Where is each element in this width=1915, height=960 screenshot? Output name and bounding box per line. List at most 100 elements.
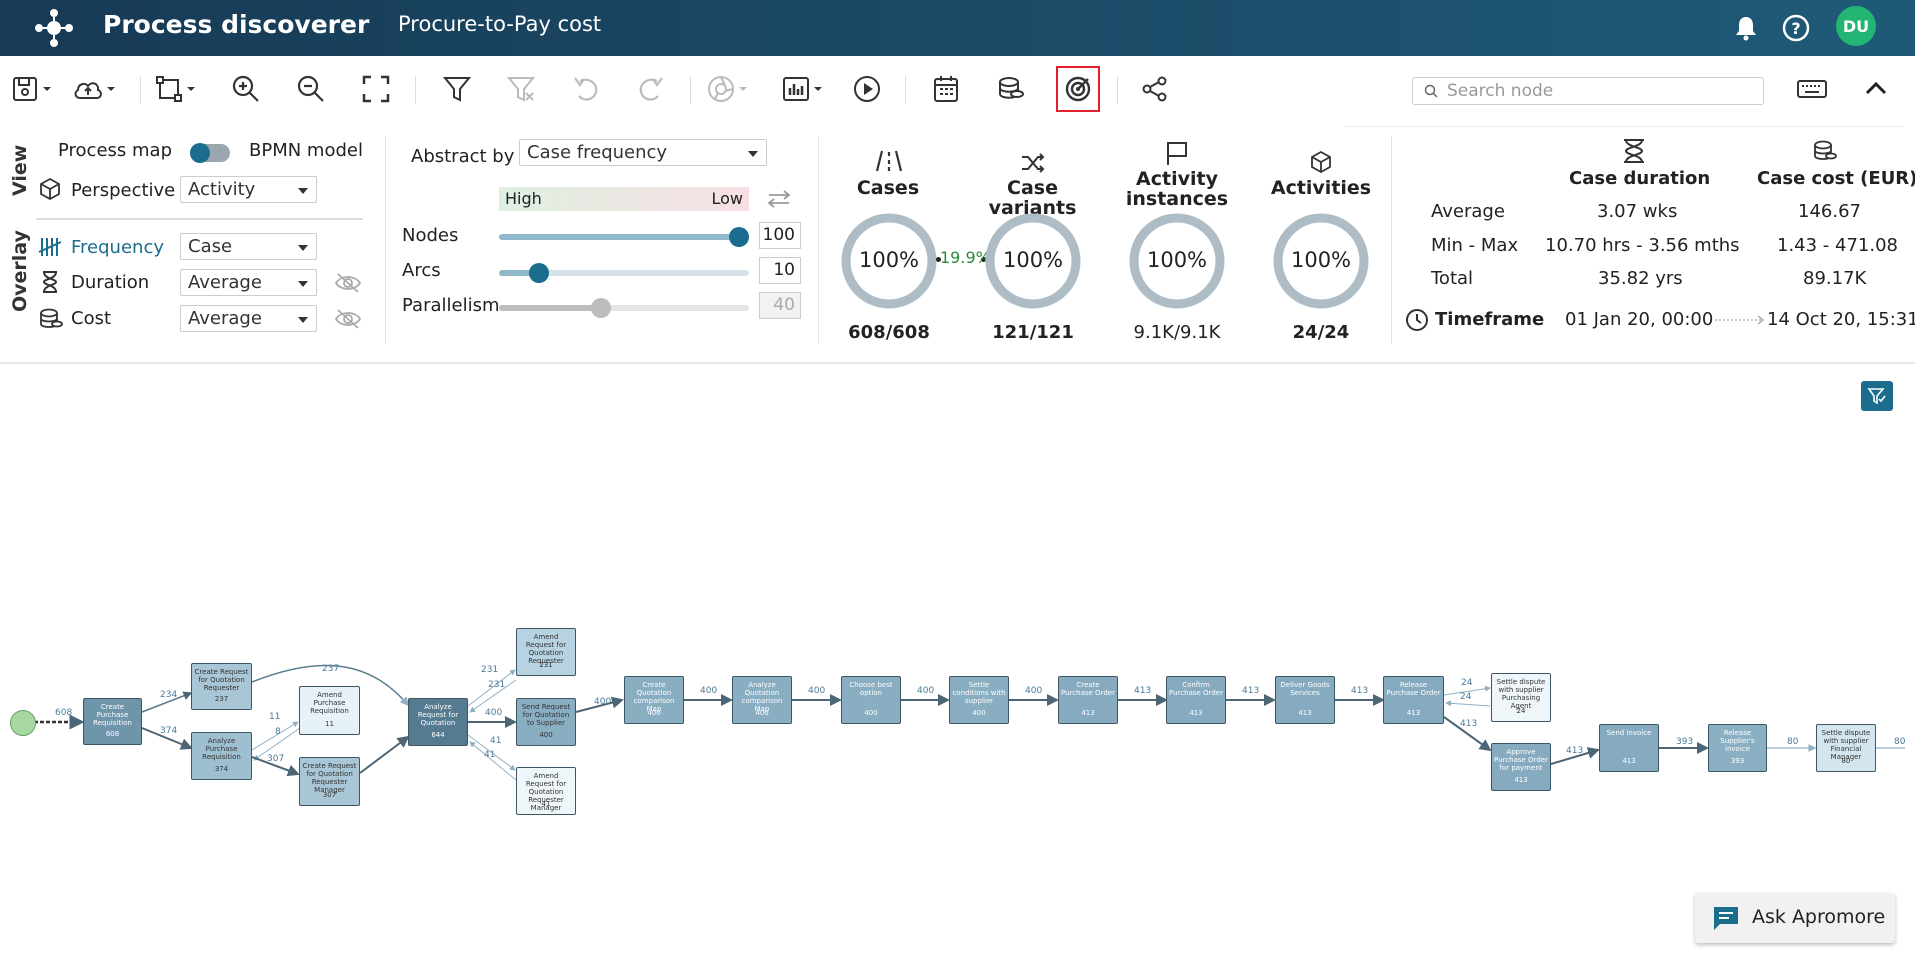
share-button[interactable] xyxy=(1141,70,1169,108)
process-node[interactable]: Amend Request for Quotation Requester Ma… xyxy=(516,767,576,815)
user-avatar[interactable]: DU xyxy=(1836,6,1876,46)
perspective-dropdown[interactable]: Activity xyxy=(180,176,317,203)
edge-label: 400 xyxy=(594,697,612,707)
calendar-button[interactable] xyxy=(932,70,960,108)
chevron-down-icon xyxy=(107,87,115,91)
nodes-slider[interactable] xyxy=(499,227,749,247)
nodes-value-input[interactable]: 100 xyxy=(759,222,801,249)
process-node[interactable]: Create Purchase Requisition 608 xyxy=(83,698,142,745)
parallelism-slider-handle[interactable] xyxy=(591,298,611,318)
keyboard-button[interactable] xyxy=(1796,70,1828,108)
search-node-input[interactable]: Search node xyxy=(1412,77,1764,105)
snapshot-button[interactable] xyxy=(706,70,750,108)
process-node[interactable]: Analyze Quotation comparison Map 400 xyxy=(732,676,792,724)
process-node[interactable]: Send invoice 413 xyxy=(1599,724,1659,772)
stat-total-label: Total xyxy=(1431,268,1474,289)
edge-label: 374 xyxy=(160,726,178,736)
edge-label: 413 xyxy=(1460,719,1478,729)
undo-icon xyxy=(574,77,598,101)
toolbar: Search node xyxy=(0,56,1915,122)
case-duration-header: Case duration xyxy=(1569,168,1711,189)
abstract-by-label: Abstract by xyxy=(411,146,515,167)
process-node[interactable]: Send Request for Quotation to Supplier 40… xyxy=(516,698,576,746)
duration-value: Average xyxy=(188,272,262,293)
filter-button[interactable] xyxy=(442,70,472,108)
nodes-slider-handle[interactable] xyxy=(729,227,749,247)
duration-dropdown[interactable]: Average xyxy=(180,269,317,296)
frequency-label[interactable]: Frequency xyxy=(71,237,164,258)
connector-label: 19.9% xyxy=(940,248,991,267)
process-node[interactable]: Deliver Goods Services 413 xyxy=(1275,676,1335,724)
cost-label[interactable]: Cost xyxy=(71,308,112,329)
zoom-out-button[interactable] xyxy=(296,70,326,108)
help-icon[interactable]: ? xyxy=(1781,13,1811,43)
process-node[interactable]: Release Purchase Order 413 xyxy=(1383,676,1444,724)
fit-screen-button[interactable] xyxy=(362,70,390,108)
process-node[interactable]: Amend Request for Quotation Requester 231 xyxy=(516,628,576,676)
nodes-slider-fill xyxy=(499,234,739,240)
case-cost-header: Case cost (EUR) xyxy=(1757,168,1915,189)
edge-label: 413 xyxy=(1242,686,1260,696)
control-panel: View Process map BPMN model Perspective … xyxy=(0,122,1915,364)
collapse-icon xyxy=(1865,81,1887,95)
process-map-edges xyxy=(34,664,1905,781)
arcs-slider[interactable] xyxy=(499,263,749,283)
bell-icon[interactable] xyxy=(1731,13,1761,43)
active-filter-badge[interactable] xyxy=(1861,381,1893,411)
edge-label: 234 xyxy=(160,690,178,700)
process-node[interactable]: Create Request for Quotation Requester M… xyxy=(299,757,360,806)
clear-filter-button[interactable] xyxy=(506,70,536,108)
process-node[interactable]: Release Supplier's invoice 393 xyxy=(1708,724,1767,772)
coins-icon xyxy=(999,77,1024,99)
process-node[interactable]: Confirm Purchase Order 413 xyxy=(1166,676,1226,724)
undo-button[interactable] xyxy=(572,70,600,108)
frequency-dropdown[interactable]: Case xyxy=(180,233,317,260)
start-event[interactable] xyxy=(10,710,36,736)
parallelism-slider[interactable] xyxy=(499,298,749,318)
upload-button[interactable] xyxy=(72,70,118,108)
process-node[interactable]: Analyze Request for Quotation 644 xyxy=(408,698,468,746)
zoom-in-button[interactable] xyxy=(231,70,261,108)
ask-apromore-button[interactable]: Ask Apromore xyxy=(1695,893,1895,943)
activity-instances-count: 9.1K/9.1K xyxy=(1133,322,1221,343)
eye-off-icon[interactable] xyxy=(334,308,362,330)
eye-off-icon[interactable] xyxy=(334,272,362,294)
arcs-value-input[interactable]: 10 xyxy=(759,257,801,284)
cases-variants-connector xyxy=(936,257,986,262)
process-node[interactable]: Settle conditions with supplier 400 xyxy=(949,676,1009,724)
layout-button[interactable] xyxy=(154,70,198,108)
process-node[interactable]: Create Request for Quotation Requester 23… xyxy=(191,663,252,710)
arcs-slider-handle[interactable] xyxy=(529,263,549,283)
duration-label[interactable]: Duration xyxy=(71,272,150,293)
activities-title: Activities xyxy=(1270,177,1372,199)
activities-count: 24/24 xyxy=(1292,322,1350,343)
save-button[interactable] xyxy=(10,70,54,108)
process-node[interactable]: Create Purchase Order 413 xyxy=(1058,676,1118,724)
edge-label: 41 xyxy=(484,750,496,760)
collapse-panel-button[interactable] xyxy=(1862,70,1890,108)
bpmn-model-label: BPMN model xyxy=(249,140,363,161)
redo-button[interactable] xyxy=(637,70,665,108)
view-toggle[interactable] xyxy=(190,143,230,163)
process-node[interactable]: Approve Purchase Order for payment 413 xyxy=(1491,743,1551,791)
cost-dropdown[interactable]: Average xyxy=(180,305,317,332)
process-node[interactable]: Settle dispute with supplier Purchasing … xyxy=(1491,673,1551,722)
target-button[interactable] xyxy=(1056,66,1100,112)
cost-button[interactable] xyxy=(996,70,1026,108)
process-node[interactable]: Analyze Purchase Requisition 374 xyxy=(191,732,252,780)
dashboard-button[interactable] xyxy=(781,70,825,108)
edge-label: 24 xyxy=(1460,692,1472,702)
calendar-icon xyxy=(934,76,958,102)
process-node[interactable]: Settle dispute with supplier Financial M… xyxy=(1816,724,1876,772)
swap-icon[interactable] xyxy=(765,188,793,210)
variants-count: 121/121 xyxy=(992,322,1074,343)
camera-icon xyxy=(708,76,734,102)
process-node[interactable]: Choose best option 400 xyxy=(841,676,901,724)
animation-button[interactable] xyxy=(852,70,882,108)
process-node[interactable]: Amend Purchase Requisition 11 xyxy=(299,686,360,735)
abstract-by-dropdown[interactable]: Case frequency xyxy=(519,139,767,166)
process-node[interactable]: Create Quotation comparison Map 400 xyxy=(624,676,684,724)
process-map-canvas[interactable]: 608 Create Purchase Requisition 608 Creat… xyxy=(0,365,1915,960)
apromore-logo-icon[interactable] xyxy=(34,8,74,48)
target-icon xyxy=(1065,76,1091,102)
